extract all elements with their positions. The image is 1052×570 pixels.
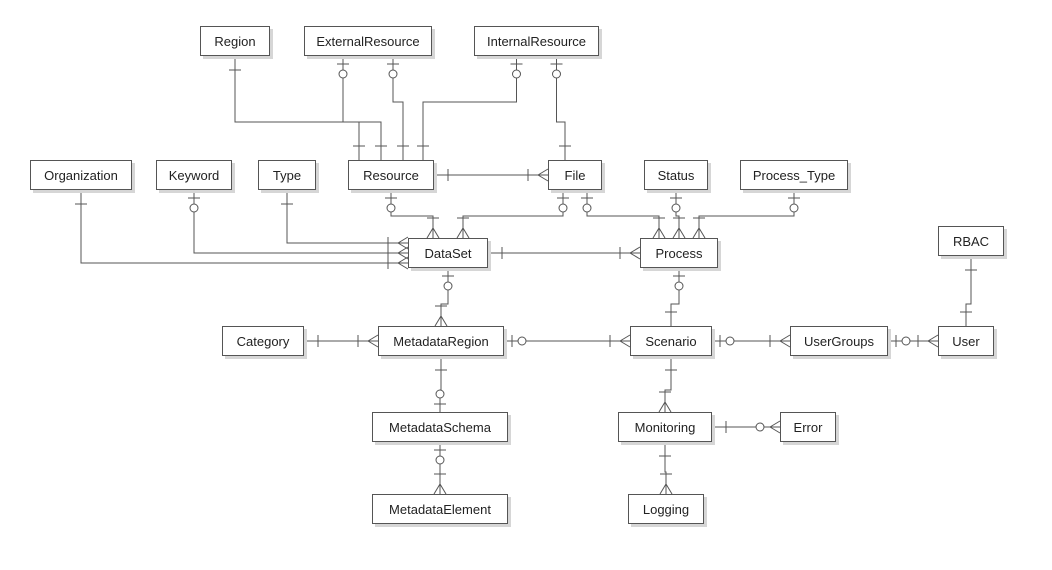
entity-usergroups: UserGroups [790,326,888,356]
entity-region: Region [200,26,270,56]
entity-label: Monitoring [635,420,696,435]
entity-label: ExternalResource [316,34,419,49]
entity-category: Category [222,326,304,356]
entity-metadataelement: MetadataElement [372,494,508,524]
entity-user: User [938,326,994,356]
entity-label: UserGroups [804,334,874,349]
entity-organization: Organization [30,160,132,190]
entity-label: Status [658,168,695,183]
entity-internalresource: InternalResource [474,26,599,56]
entity-process: Process [640,238,718,268]
entity-dataset: DataSet [408,238,488,268]
entity-status: Status [644,160,708,190]
entity-file: File [548,160,602,190]
entity-label: Error [794,420,823,435]
entity-keyword: Keyword [156,160,232,190]
entity-error: Error [780,412,836,442]
entity-label: Logging [643,502,689,517]
entity-process_type: Process_Type [740,160,848,190]
entity-label: DataSet [425,246,472,261]
entity-label: MetadataSchema [389,420,491,435]
edge-layer [0,0,1052,570]
entity-label: MetadataElement [389,502,491,517]
entity-label: Process_Type [753,168,835,183]
entity-type: Type [258,160,316,190]
entity-label: Category [237,334,290,349]
entity-metadataregion: MetadataRegion [378,326,504,356]
entity-label: Organization [44,168,118,183]
entity-label: Scenario [645,334,696,349]
er-diagram-canvas: Region ExternalResource InternalResource Or… [0,0,1052,570]
entity-label: User [952,334,979,349]
entity-label: MetadataRegion [393,334,488,349]
entity-label: InternalResource [487,34,586,49]
entity-metadataschema: MetadataSchema [372,412,508,442]
entity-label: Keyword [169,168,220,183]
entity-monitoring: Monitoring [618,412,712,442]
entity-label: Region [214,34,255,49]
entity-label: RBAC [953,234,989,249]
entity-resource: Resource [348,160,434,190]
entity-label: Type [273,168,301,183]
entity-label: File [565,168,586,183]
entity-label: Resource [363,168,419,183]
entity-rbac: RBAC [938,226,1004,256]
entity-externalresource: ExternalResource [304,26,432,56]
entity-logging: Logging [628,494,704,524]
entity-scenario: Scenario [630,326,712,356]
entity-label: Process [656,246,703,261]
